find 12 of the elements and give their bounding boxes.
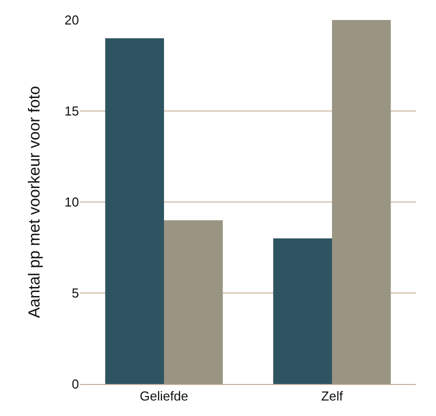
x-tick-label: Zelf xyxy=(321,388,344,404)
x-tick-label: Geliefde xyxy=(140,388,188,404)
bar xyxy=(332,20,391,384)
y-axis-title: Aantal pp met voorkeur voor foto xyxy=(26,86,44,318)
bar xyxy=(164,220,223,384)
bar xyxy=(273,238,332,384)
y-tick-label: 5 xyxy=(72,286,79,301)
y-tick-label: 15 xyxy=(64,104,79,119)
y-tick-label: 20 xyxy=(64,12,79,28)
y-tick-label: 0 xyxy=(72,376,79,392)
y-tick-label: 10 xyxy=(64,194,79,210)
bar xyxy=(105,38,164,384)
